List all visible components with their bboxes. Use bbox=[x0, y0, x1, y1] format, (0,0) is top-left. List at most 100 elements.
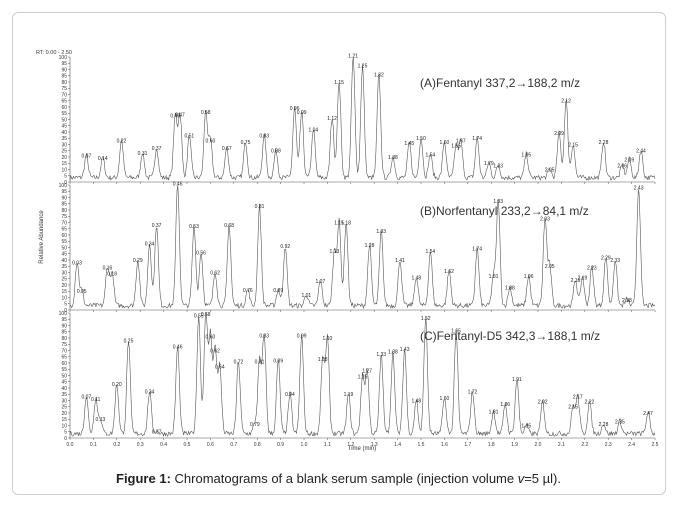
peak-label: 1.32 bbox=[374, 72, 384, 78]
peak-label: 1.91 bbox=[512, 377, 522, 383]
caption-text-before: Chromatograms of a blank serum sample (i… bbox=[170, 471, 518, 486]
x-tick-label: 2.1 bbox=[558, 442, 565, 448]
peak-label: 1.41 bbox=[395, 258, 405, 264]
y-tick-label: 55 bbox=[61, 239, 67, 245]
y-tick-label: 95 bbox=[61, 317, 67, 323]
peak-label: 2.05 bbox=[545, 167, 555, 173]
y-tick-label: 90 bbox=[61, 67, 67, 73]
chromatogram-panel-1: 0510152025303540455055606570758085909510… bbox=[59, 54, 656, 186]
peak-label: 1.15 bbox=[334, 220, 344, 226]
figure-caption: Figure 1: Chromatograms of a blank serum… bbox=[0, 471, 677, 486]
y-axis-label: Relative Abundance bbox=[39, 210, 45, 264]
peak-label: 1.50 bbox=[416, 136, 426, 142]
peak-label: 2.22 bbox=[585, 400, 595, 406]
peak-label: 0.68 bbox=[224, 223, 234, 229]
x-tick-label: 2.5 bbox=[652, 442, 659, 448]
y-tick-label: 60 bbox=[61, 105, 67, 111]
peak-label: 2.15 bbox=[568, 405, 578, 411]
figure-frame bbox=[12, 12, 666, 495]
peak-label: 1.81 bbox=[489, 274, 499, 280]
y-tick-label: 45 bbox=[61, 380, 67, 386]
chromatogram-trace bbox=[69, 311, 656, 438]
peak-label: 0.37 bbox=[152, 223, 162, 229]
x-tick-label: 2.4 bbox=[628, 442, 635, 448]
peak-label: 0.37 bbox=[152, 146, 162, 152]
peak-label: 0.99 bbox=[297, 110, 307, 116]
peak-label: 0.05 bbox=[77, 289, 87, 295]
peak-label: 1.33 bbox=[376, 352, 386, 358]
peak-label: 1.74 bbox=[472, 247, 482, 253]
peak-label: 0.45 bbox=[170, 114, 180, 120]
x-tick-label: 2.3 bbox=[605, 442, 612, 448]
peak-label: 2.17 bbox=[573, 395, 583, 401]
y-tick-label: 45 bbox=[61, 124, 67, 130]
y-tick-label: 65 bbox=[61, 99, 67, 105]
y-tick-label: 15 bbox=[61, 417, 67, 423]
peak-label: 0.83 bbox=[259, 333, 269, 339]
y-tick-label: 25 bbox=[61, 149, 67, 155]
peak-label: 0.34 bbox=[145, 390, 155, 396]
peak-label: 0.46 bbox=[173, 345, 183, 351]
y-tick-label: 10 bbox=[61, 167, 67, 173]
peak-label: 0.89 bbox=[273, 288, 283, 294]
peak-label: 1.54 bbox=[425, 152, 435, 158]
peak-label: 0.53 bbox=[189, 224, 199, 230]
x-tick-label: 1.5 bbox=[418, 442, 425, 448]
peak-label: 0.60 bbox=[206, 335, 216, 341]
x-tick-label: 0.6 bbox=[207, 442, 214, 448]
peak-label: 1.12 bbox=[327, 116, 337, 122]
peak-label: 1.67 bbox=[456, 139, 466, 145]
peak-label: 2.35 bbox=[615, 420, 625, 426]
chromatogram-trace bbox=[69, 56, 656, 181]
y-tick-label: 85 bbox=[61, 202, 67, 208]
peak-label: 1.48 bbox=[411, 398, 421, 404]
y-tick-label: 65 bbox=[61, 355, 67, 361]
peak-label: 0.03 bbox=[72, 260, 82, 266]
peak-label: 2.28 bbox=[599, 422, 609, 428]
x-tick-label: 1.7 bbox=[464, 442, 471, 448]
x-tick-label: 2.2 bbox=[581, 442, 588, 448]
peak-label: 2.47 bbox=[643, 411, 653, 417]
y-tick-label: 80 bbox=[61, 80, 67, 86]
peak-label: 0.51 bbox=[184, 134, 194, 140]
x-tick-label: 1.3 bbox=[371, 442, 378, 448]
y-tick-label: 5 bbox=[64, 430, 67, 436]
peak-label: 0.88 bbox=[271, 149, 281, 155]
panel-title: (C)Fentanyl-D5 342,3→188,1 m/z bbox=[420, 329, 600, 343]
peak-label: 1.27 bbox=[362, 368, 372, 374]
rt-range-label: RT: 0.00 - 2.50 bbox=[36, 50, 72, 56]
peak-label: 1.83 bbox=[493, 164, 503, 170]
peak-label: 0.79 bbox=[250, 422, 260, 428]
peak-label: 0.47 bbox=[175, 112, 185, 118]
peak-label: 1.13 bbox=[330, 249, 340, 255]
peak-label: 1.15 bbox=[334, 80, 344, 86]
peak-label: 2.03 bbox=[540, 217, 550, 223]
peak-label: 2.12 bbox=[561, 99, 571, 105]
peak-label: 0.76 bbox=[243, 288, 253, 294]
peak-label: 1.65 bbox=[451, 328, 461, 334]
peak-label: 2.44 bbox=[636, 149, 646, 155]
peak-label: 2.16 bbox=[571, 278, 581, 284]
y-tick-label: 95 bbox=[61, 61, 67, 67]
peak-label: 0.13 bbox=[96, 417, 106, 423]
peak-label: 0.75 bbox=[241, 140, 251, 146]
peak-label: 1.43 bbox=[400, 347, 410, 353]
peak-label: 0.31 bbox=[138, 151, 148, 157]
y-tick-label: 55 bbox=[61, 111, 67, 117]
caption-variable: v bbox=[517, 471, 525, 486]
peak-label: 0.89 bbox=[273, 358, 283, 364]
x-tick-label: 1.4 bbox=[394, 442, 401, 448]
panel-title: (B)Norfentanyl 233,2→84,1 m/z bbox=[420, 204, 589, 218]
y-tick-label: 70 bbox=[61, 92, 67, 98]
peak-label: 0.14 bbox=[98, 156, 108, 162]
peak-label: 2.43 bbox=[634, 185, 644, 191]
peak-label: 1.38 bbox=[388, 350, 398, 356]
y-tick-label: 0 bbox=[64, 436, 67, 442]
peak-label: 0.56 bbox=[196, 250, 206, 256]
peak-label: 0.62 bbox=[210, 348, 220, 354]
peak-label: 2.05 bbox=[545, 264, 555, 270]
y-tick-label: 25 bbox=[61, 277, 67, 283]
peak-label: 0.20 bbox=[112, 382, 122, 388]
peak-label: 1.10 bbox=[323, 336, 333, 342]
y-tick-label: 65 bbox=[61, 227, 67, 233]
